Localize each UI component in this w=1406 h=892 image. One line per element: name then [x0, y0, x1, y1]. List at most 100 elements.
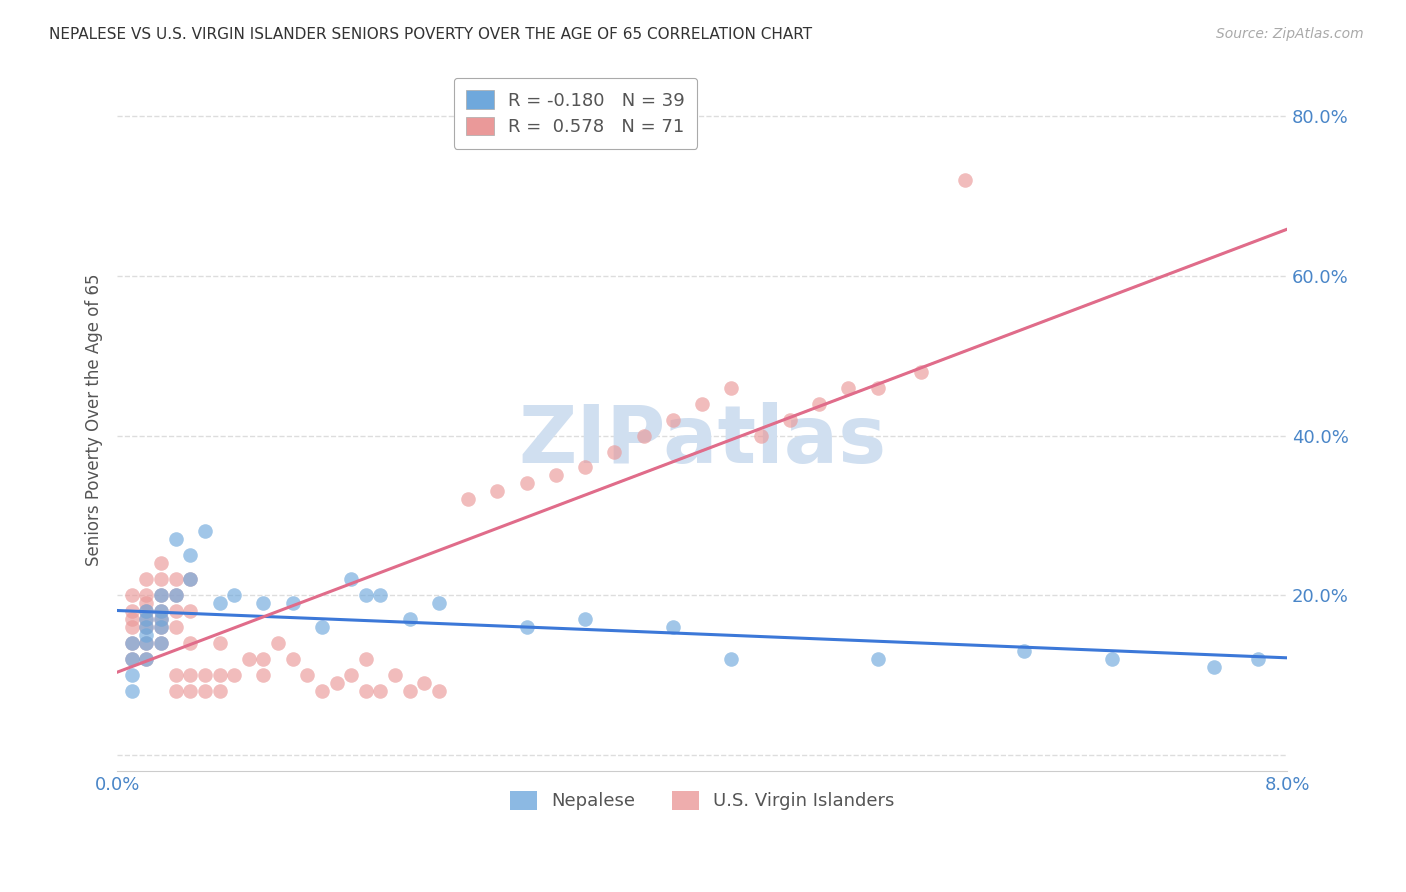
Point	[398, 612, 420, 626]
Point	[208, 636, 231, 650]
Point	[603, 444, 626, 458]
Point	[121, 684, 143, 698]
Y-axis label: Seniors Poverty Over the Age of 65: Seniors Poverty Over the Age of 65	[86, 273, 103, 566]
Point	[574, 460, 596, 475]
Point	[340, 572, 363, 586]
Point	[121, 588, 143, 602]
Point	[121, 612, 143, 626]
Point	[150, 572, 173, 586]
Point	[150, 588, 173, 602]
Point	[165, 668, 187, 682]
Point	[662, 620, 685, 634]
Point	[135, 620, 157, 634]
Point	[150, 612, 173, 626]
Point	[121, 604, 143, 618]
Point	[398, 684, 420, 698]
Point	[910, 365, 932, 379]
Point	[179, 668, 201, 682]
Point	[165, 572, 187, 586]
Point	[179, 572, 201, 586]
Point	[749, 428, 772, 442]
Point	[135, 652, 157, 666]
Point	[150, 620, 173, 634]
Point	[325, 676, 347, 690]
Point	[1012, 644, 1035, 658]
Point	[150, 588, 173, 602]
Point	[165, 684, 187, 698]
Point	[779, 412, 801, 426]
Point	[354, 588, 377, 602]
Point	[121, 620, 143, 634]
Point	[413, 676, 436, 690]
Point	[135, 636, 157, 650]
Point	[208, 596, 231, 610]
Point	[194, 668, 217, 682]
Point	[135, 604, 157, 618]
Point	[720, 381, 742, 395]
Point	[354, 652, 377, 666]
Point	[516, 476, 538, 491]
Text: NEPALESE VS U.S. VIRGIN ISLANDER SENIORS POVERTY OVER THE AGE OF 65 CORRELATION : NEPALESE VS U.S. VIRGIN ISLANDER SENIORS…	[49, 27, 813, 42]
Point	[252, 652, 274, 666]
Point	[165, 533, 187, 547]
Point	[135, 604, 157, 618]
Point	[224, 588, 246, 602]
Point	[427, 596, 450, 610]
Point	[370, 684, 392, 698]
Point	[179, 684, 201, 698]
Point	[208, 684, 231, 698]
Point	[208, 668, 231, 682]
Point	[354, 684, 377, 698]
Point	[1101, 652, 1123, 666]
Point	[150, 620, 173, 634]
Point	[457, 492, 479, 507]
Point	[1202, 660, 1225, 674]
Point	[135, 612, 157, 626]
Point	[662, 412, 685, 426]
Point	[267, 636, 290, 650]
Legend: Nepalese, U.S. Virgin Islanders: Nepalese, U.S. Virgin Islanders	[495, 777, 908, 825]
Text: ZIPatlas: ZIPatlas	[517, 401, 886, 480]
Point	[866, 652, 889, 666]
Point	[150, 636, 173, 650]
Point	[150, 636, 173, 650]
Point	[121, 652, 143, 666]
Point	[297, 668, 319, 682]
Point	[135, 588, 157, 602]
Point	[165, 588, 187, 602]
Point	[135, 652, 157, 666]
Point	[370, 588, 392, 602]
Point	[135, 572, 157, 586]
Point	[516, 620, 538, 634]
Point	[252, 668, 274, 682]
Point	[866, 381, 889, 395]
Point	[121, 636, 143, 650]
Point	[179, 572, 201, 586]
Point	[194, 684, 217, 698]
Point	[121, 636, 143, 650]
Text: Source: ZipAtlas.com: Source: ZipAtlas.com	[1216, 27, 1364, 41]
Point	[281, 652, 304, 666]
Point	[135, 596, 157, 610]
Point	[135, 620, 157, 634]
Point	[808, 397, 831, 411]
Point	[224, 668, 246, 682]
Point	[837, 381, 859, 395]
Point	[340, 668, 363, 682]
Point	[121, 668, 143, 682]
Point	[121, 652, 143, 666]
Point	[179, 604, 201, 618]
Point	[311, 684, 333, 698]
Point	[165, 588, 187, 602]
Point	[690, 397, 713, 411]
Point	[135, 628, 157, 642]
Point	[150, 612, 173, 626]
Point	[194, 524, 217, 539]
Point	[179, 636, 201, 650]
Point	[281, 596, 304, 610]
Point	[150, 604, 173, 618]
Point	[135, 636, 157, 650]
Point	[179, 548, 201, 562]
Point	[384, 668, 406, 682]
Point	[486, 484, 509, 499]
